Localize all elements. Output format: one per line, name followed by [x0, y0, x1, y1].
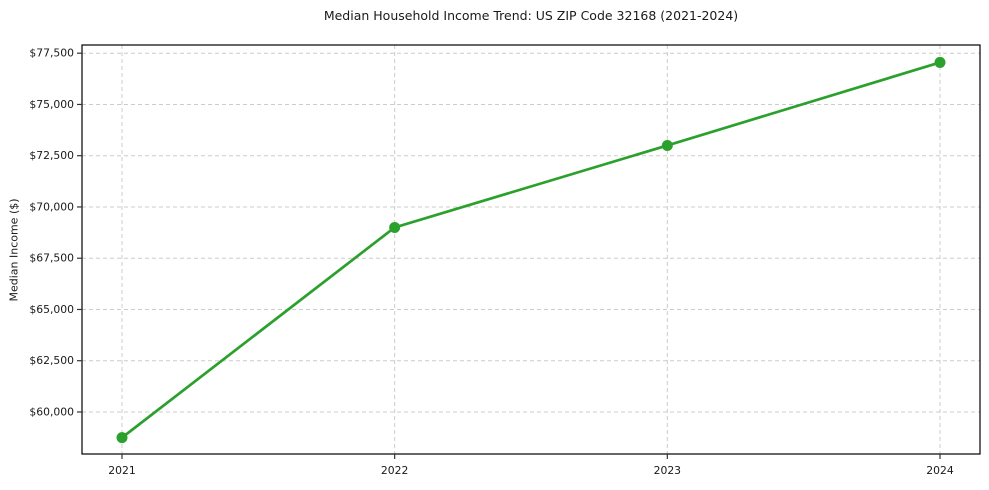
y-tick-label: $67,500 [29, 252, 74, 265]
x-tick-label: 2022 [381, 464, 408, 477]
trend-line [120, 61, 942, 439]
x-tick-label: 2021 [108, 464, 135, 477]
y-tick-label: $60,000 [29, 405, 74, 418]
data-point-marker [934, 56, 946, 68]
y-tick-label: $72,500 [29, 149, 74, 162]
y-tick-label: $62,500 [29, 354, 74, 367]
y-tick-label: $65,000 [29, 303, 74, 316]
data-point-marker [116, 432, 128, 444]
data-point-marker [389, 221, 401, 233]
y-tick-label: $75,000 [29, 98, 74, 111]
data-point-marker [661, 139, 673, 151]
y-tick-label: $77,500 [29, 47, 74, 60]
x-tick-label: 2023 [654, 464, 681, 477]
chart-title: Median Household Income Trend: US ZIP Co… [323, 8, 739, 23]
plot-border [81, 44, 981, 455]
x-tick-label: 2024 [926, 464, 954, 477]
y-tick-label: $70,000 [29, 200, 74, 213]
